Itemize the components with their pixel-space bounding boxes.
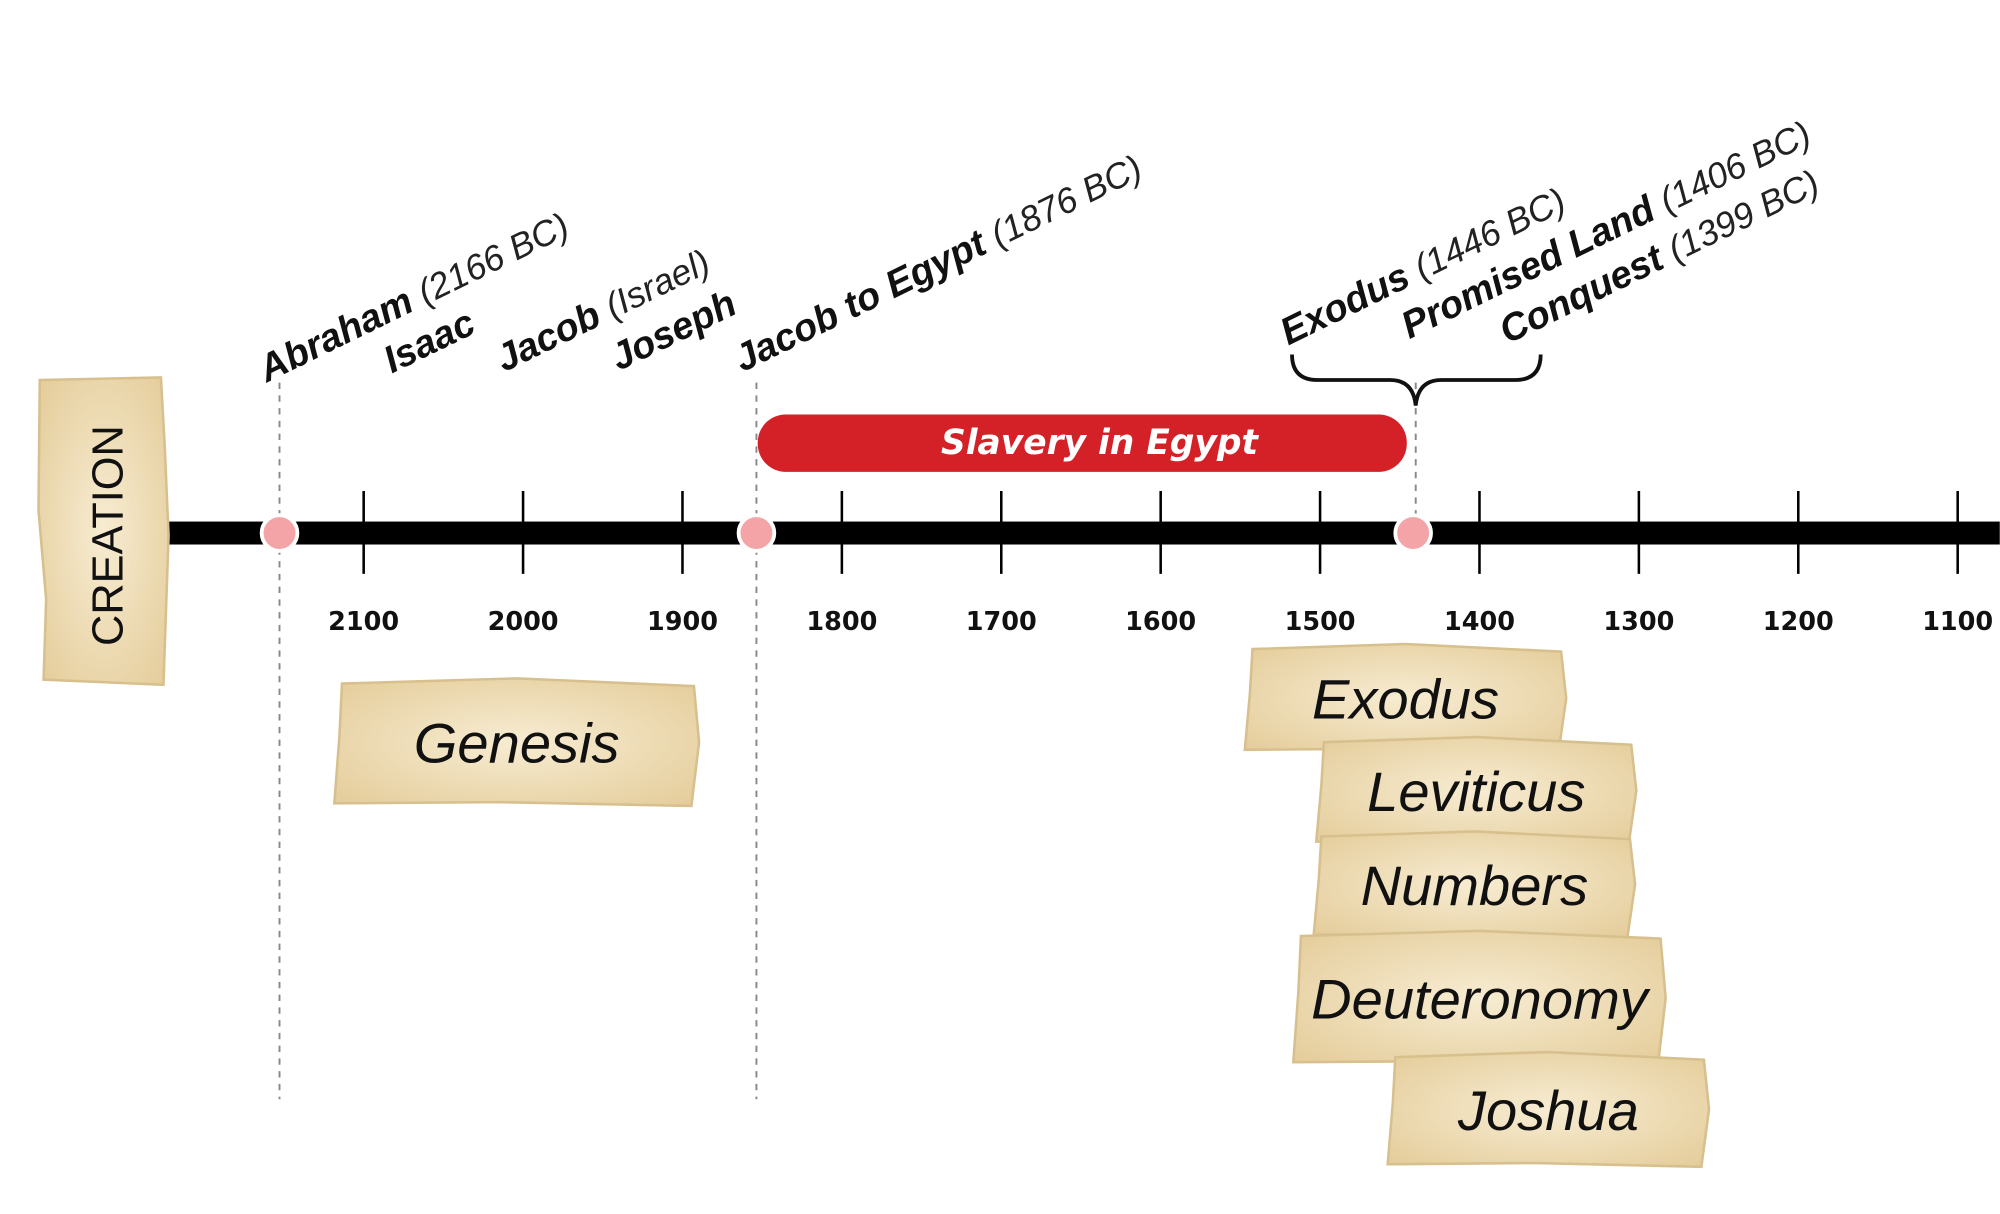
- event-group: Abraham (2166 BC)Isaac Jacob (Israel)Jose…: [251, 113, 1825, 391]
- period-bar: [757, 414, 1407, 472]
- book-card: [332, 677, 701, 808]
- tick-label: 1600: [1125, 607, 1196, 637]
- book-label: Numbers: [1361, 854, 1589, 917]
- tick-group: 2100 2000 1900 1800 1700 1600 1500 1400 1300 1200…: [259, 490, 1993, 637]
- tick-label: 1700: [966, 607, 1037, 637]
- creation-label: CREATION: [85, 425, 133, 646]
- tick-label: 1900: [647, 607, 718, 637]
- tick-label: 2100: [328, 607, 399, 637]
- timeline-axis: [153, 521, 2000, 545]
- event-name: Exodus: [1273, 254, 1416, 353]
- event-name: Jacob to Egypt: [728, 221, 995, 381]
- book-label: Exodus: [1312, 668, 1499, 731]
- tick-label: 1400: [1444, 607, 1515, 637]
- book-label: Deuteronomy: [1311, 967, 1651, 1030]
- tick-label: 1500: [1285, 607, 1356, 637]
- tick-label: 2000: [488, 607, 559, 637]
- book-label: Genesis: [414, 712, 620, 775]
- creation-card: [37, 376, 170, 687]
- event-detail: (2166 BC): [411, 205, 575, 312]
- event-dot: [259, 513, 300, 553]
- event-dot: [1393, 513, 1433, 553]
- period-label: Slavery in Egypt: [941, 423, 1260, 463]
- tick-label: 1200: [1763, 607, 1834, 637]
- book-card: [1386, 1050, 1711, 1169]
- book-group: Genesis Exodus Leviticus Numbers Deuteronomy…: [332, 642, 1711, 1169]
- event-dot: [736, 513, 777, 553]
- event-detail: (1876 BC): [984, 147, 1148, 254]
- tick-label: 1800: [806, 607, 877, 637]
- event-label: Jacob to Egypt (1876 BC): [728, 146, 1149, 381]
- book-label: Joshua: [1457, 1079, 1639, 1142]
- tick-label: 1100: [1922, 607, 1993, 637]
- tick-label: 1300: [1603, 607, 1674, 637]
- book-label: Leviticus: [1367, 760, 1585, 823]
- event-name: Jacob: [489, 293, 607, 380]
- brace: [1290, 354, 1543, 406]
